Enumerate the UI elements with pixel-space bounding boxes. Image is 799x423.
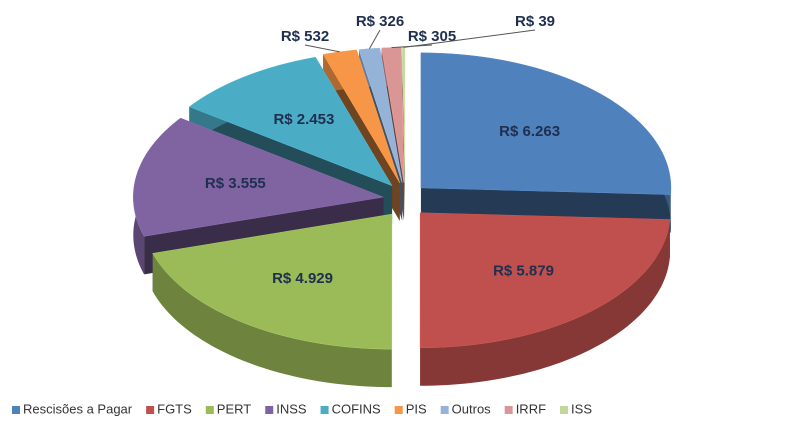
legend-label: COFINS	[332, 401, 381, 416]
pie-slice	[420, 52, 672, 233]
legend-swatch	[146, 406, 155, 414]
data-label: R$ 4.929	[272, 270, 333, 287]
legend-swatch	[394, 406, 403, 414]
legend-swatch	[265, 406, 274, 414]
legend-label: ISS	[571, 401, 592, 416]
slice-top	[188, 56, 393, 187]
legend-label: FGTS	[157, 401, 192, 416]
legend-label: Outros	[452, 401, 492, 416]
data-label: R$ 2.453	[273, 111, 334, 128]
leader-line	[403, 29, 536, 48]
legend-swatch	[440, 406, 449, 414]
legend-label: PERT	[217, 401, 251, 416]
data-label: R$ 39	[515, 13, 555, 30]
data-label: R$ 5.879	[493, 262, 554, 279]
data-label: R$ 6.263	[499, 123, 560, 140]
slice-top	[133, 117, 385, 237]
pie-slice	[152, 213, 393, 388]
leader-line	[368, 29, 381, 49]
legend-label: Rescisões a Pagar	[23, 401, 133, 416]
slice-side	[152, 253, 392, 388]
data-label: R$ 532	[281, 28, 329, 45]
slice-top	[420, 52, 672, 195]
legend-swatch	[504, 406, 513, 414]
slice-side	[420, 219, 670, 386]
legend-label: INSS	[276, 401, 307, 416]
data-label: R$ 305	[408, 28, 456, 45]
slice-top	[419, 212, 671, 349]
legend-swatch	[12, 406, 20, 414]
leader-line	[304, 44, 340, 53]
legend-swatch	[205, 406, 214, 414]
pie-slice	[419, 212, 671, 386]
legend-swatch	[560, 406, 569, 414]
slice-top	[152, 213, 393, 350]
data-label: R$ 3.555	[205, 175, 266, 192]
legend-label: IRRF	[516, 401, 546, 416]
data-label: R$ 326	[356, 13, 404, 30]
legend-swatch	[320, 406, 329, 414]
legend-label: PIS	[406, 401, 427, 416]
